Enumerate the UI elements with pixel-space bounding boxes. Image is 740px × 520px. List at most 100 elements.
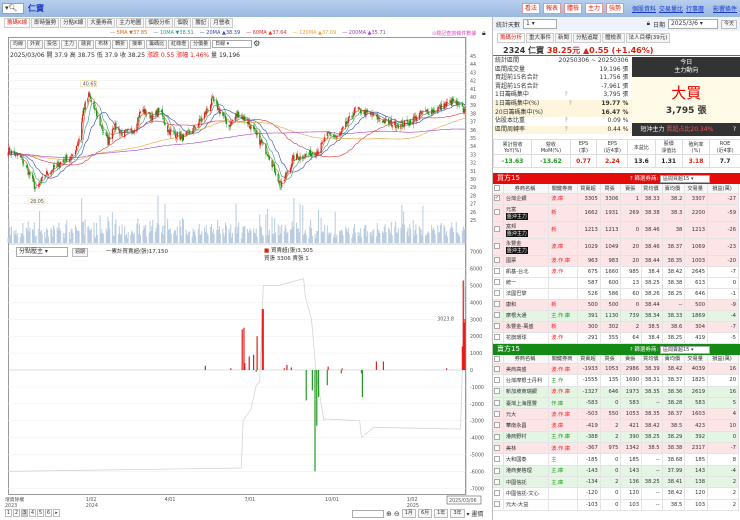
broker-name[interactable]: 台灣企銀	[505, 196, 527, 202]
row-checkbox[interactable]	[493, 490, 500, 497]
help-icon[interactable]: ?	[732, 126, 736, 133]
page-button-5[interactable]: 6	[45, 509, 52, 517]
price-chart[interactable]: 4544434241403938373635343332313029282726…	[0, 0, 492, 520]
column-header[interactable]: 買賣超	[577, 354, 601, 364]
page-button-2[interactable]: 3	[21, 509, 28, 517]
left-tab-2[interactable]: 分點K線	[60, 18, 87, 28]
right-tab-2[interactable]: 新聞	[555, 33, 573, 43]
top-button-0[interactable]: 看法	[522, 3, 541, 14]
broker-row[interactable]: 臺灣上海匯豐 作.庫 -583 0 583 -- 38.28 583 5	[493, 397, 739, 410]
broker-name[interactable]: 大和國泰	[505, 457, 527, 464]
row-checkbox[interactable]	[493, 365, 500, 372]
top-button-4[interactable]: 強勢	[606, 3, 625, 14]
row-checkbox[interactable]	[493, 388, 500, 395]
select-all-checkbox[interactable]	[493, 355, 500, 362]
toolbar-button-2[interactable]: 投信	[44, 40, 61, 49]
column-header[interactable]: 券商名稱	[503, 184, 550, 194]
left-tab-6[interactable]: 個股	[174, 18, 192, 28]
broker-row[interactable]: 元大-大益 -103 0 103 -- 38.5 103 2	[493, 499, 739, 511]
row-checkbox[interactable]	[493, 290, 500, 297]
broker-name[interactable]: 摩根大通	[505, 313, 527, 319]
broker-name[interactable]: 法國巴黎	[505, 291, 527, 297]
row-checkbox[interactable]	[493, 467, 500, 474]
row-checkbox[interactable]	[493, 433, 500, 440]
broker-name[interactable]: 花旗環球	[505, 335, 527, 341]
broker-row[interactable]: 永豐金 盤沖主力 波.庫 1029 1049 20 38.46 38.37 1069 -23	[493, 238, 739, 256]
right-tab-4[interactable]: 體檢表	[602, 33, 625, 43]
toolbar-button-5[interactable]: 布林	[95, 40, 112, 49]
column-header[interactable]: 買均價	[641, 184, 663, 194]
top-link-3[interactable]: 影響條件	[713, 6, 738, 13]
broker-name[interactable]: 新加坡商瑞銀	[505, 389, 537, 396]
page-button-4[interactable]: 5	[37, 509, 44, 517]
broker-row[interactable]: 華南永昌 波.庫 -419 2 421 38.42 38.5 423 10	[493, 419, 739, 432]
broker-row[interactable]: 法國巴黎 526 586 60 38.26 38.25 646 -1	[493, 288, 739, 300]
range-button-0[interactable]: 1月	[401, 509, 416, 518]
broker-row[interactable]: 新加坡商瑞銀 波.作.庫 -1327 646 1973 38.35 38.36 2619 16	[493, 386, 739, 398]
left-tab-8[interactable]: 月營收	[210, 18, 233, 28]
broker-row[interactable]: 永豐金-萬盛 新 300 302 2 38.5 38.6 304 -7	[493, 321, 739, 333]
toolbar-button-9[interactable]: 紅綠燈	[168, 40, 190, 49]
column-header[interactable]: 損益(萬)	[707, 354, 739, 364]
row-checkbox[interactable]	[493, 456, 500, 463]
page-button-3[interactable]: 4	[29, 509, 36, 517]
top-link-1[interactable]: 交易量比	[659, 6, 684, 13]
left-tab-5[interactable]: 個股分析	[145, 18, 174, 28]
toolbar-button-8[interactable]: 籌碼比	[146, 40, 168, 49]
row-checkbox[interactable]	[493, 422, 500, 429]
row-checkbox[interactable]	[493, 399, 500, 406]
row-checkbox[interactable]	[493, 209, 500, 216]
range-button-2[interactable]: 1年	[434, 509, 449, 518]
left-tab-7[interactable]: 籌記	[192, 18, 210, 28]
broker-name[interactable]: 美林	[505, 445, 517, 452]
broker-row[interactable]: 花旗環球 波.作 291 355 64 38.4 38.25 419 -5	[493, 332, 739, 344]
row-checkbox[interactable]	[493, 501, 500, 508]
broker-row[interactable]: 大和國泰主 -185 0 185 -- 38.68 185 8	[493, 453, 739, 466]
top-button-3[interactable]: 主力	[585, 3, 604, 14]
select-all-checkbox[interactable]	[493, 185, 500, 191]
column-header[interactable]: 交易量	[684, 184, 708, 194]
broker-name[interactable]: 國票	[505, 258, 517, 264]
column-header[interactable]	[493, 354, 504, 364]
column-header[interactable]: 交易量	[684, 354, 708, 364]
right-tab-0[interactable]: 籌碼分析	[497, 33, 526, 43]
toolbar-button-4[interactable]: 融資	[78, 40, 95, 49]
column-header[interactable]: 賣均價	[662, 184, 686, 194]
broker-name[interactable]: 元大-大益	[505, 502, 529, 509]
row-checkbox[interactable]	[493, 268, 500, 275]
broker-name[interactable]: 華南永昌	[505, 423, 527, 430]
range-button-1[interactable]: 6月	[417, 509, 433, 518]
broker-row[interactable]: 凱基-台北 波.作 675 1660 985 38.4 38.42 2645 -7	[493, 266, 739, 278]
help-icon[interactable]: ?	[568, 99, 572, 107]
top-link-2[interactable]: 行事曆	[686, 6, 705, 13]
toolbar-button-6[interactable]: 轉折	[112, 40, 129, 49]
broker-row[interactable]: ✓ 台灣企銀 波.庫 3305 3306 1 38.33 38.2 3307 -27	[493, 193, 739, 205]
settings-gear-icon[interactable]: ⚙	[253, 39, 261, 48]
toolbar-button-0[interactable]: 均線	[10, 40, 27, 49]
broker-row[interactable]: 美林 波.作.庫 -367 975 1342 38.5 38.38 2317 -7	[493, 442, 739, 455]
broker-row[interactable]: 台灣摩根士丹利 主.作 -1555 135 1690 38.31 38.37 1825 20	[493, 374, 739, 387]
broker-name[interactable]: 康和	[505, 302, 517, 308]
column-header[interactable]: 買賣超	[577, 184, 601, 194]
row-checkbox[interactable]: ✓	[493, 195, 500, 202]
help-icon[interactable]: ?	[564, 117, 568, 125]
period-select[interactable]: 日線 ▾	[212, 40, 253, 48]
help-icon[interactable]: ?	[564, 91, 568, 99]
search-icon[interactable]: ▾🔍︎	[5, 4, 18, 12]
broker-name[interactable]: 港商野村	[505, 434, 527, 441]
broker-name[interactable]: 永豐金	[505, 240, 522, 247]
buyers-filter-select[interactable]: 區間買超15 ▾	[660, 175, 710, 183]
row-checkbox[interactable]	[493, 323, 500, 330]
right-tab-1[interactable]: 重大事件	[526, 33, 555, 43]
broker-row[interactable]: 美商高盛 波.作.庫 -1933 1053 2986 38.39 38.42 4039 16	[493, 363, 739, 376]
row-checkbox[interactable]	[493, 377, 500, 384]
range-input[interactable]	[352, 509, 384, 518]
broker-name[interactable]: 元富	[505, 206, 517, 213]
sellers-filter-select[interactable]: 區間賣超15 ▾	[660, 345, 710, 354]
broker-name[interactable]: 統一	[505, 280, 517, 286]
row-checkbox[interactable]	[493, 312, 500, 319]
broker-row[interactable]: 國票 波.作.庫 963 983 20 38.44 38.35 1003 -20	[493, 255, 739, 267]
left-tab-4[interactable]: 主力地圖	[116, 18, 145, 28]
row-checkbox[interactable]	[493, 334, 500, 341]
row-checkbox[interactable]	[493, 279, 500, 286]
